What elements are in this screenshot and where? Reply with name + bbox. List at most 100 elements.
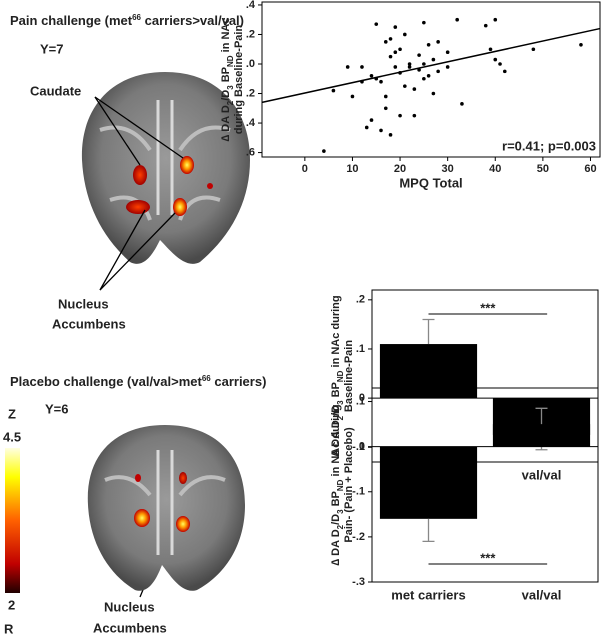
point bbox=[403, 84, 407, 88]
x-tick-label: 30 bbox=[442, 163, 454, 175]
title-part: carriers>val/val) bbox=[141, 13, 244, 28]
point bbox=[398, 47, 402, 52]
y-label-part: /D bbox=[330, 514, 342, 525]
y-label-line: ∆ DA D2/D3 BPND in NAc during bbox=[330, 404, 345, 565]
colorbar-max: 4.5 bbox=[3, 429, 21, 444]
point bbox=[388, 54, 393, 59]
title-part: Pain challenge (met bbox=[10, 13, 133, 28]
point bbox=[426, 74, 431, 78]
point bbox=[531, 47, 536, 52]
point bbox=[422, 20, 426, 25]
bar bbox=[492, 424, 591, 447]
plot-frame bbox=[261, 1, 601, 158]
y-tick-label: .1 bbox=[356, 343, 365, 355]
point bbox=[388, 37, 393, 41]
point bbox=[393, 65, 398, 69]
point bbox=[436, 69, 440, 74]
point bbox=[331, 88, 336, 93]
y-label-part: in NAc during bbox=[330, 404, 342, 479]
point bbox=[431, 57, 436, 62]
colorbar-label: Z bbox=[8, 406, 16, 421]
point bbox=[345, 65, 350, 69]
point bbox=[369, 118, 374, 122]
colorbar-min: 2 bbox=[8, 597, 15, 612]
point bbox=[369, 74, 374, 78]
slice-label: Y=7 bbox=[40, 41, 64, 56]
point bbox=[322, 149, 326, 153]
error-bar bbox=[422, 318, 435, 345]
y-tick-label: .2 bbox=[246, 28, 255, 40]
y-tick-label: -.3 bbox=[352, 576, 365, 588]
x-tick-label: 10 bbox=[346, 163, 358, 175]
y-label-line: during Baseline-Pain bbox=[233, 25, 245, 135]
y-tick-label: .4 bbox=[246, 117, 256, 129]
y-label-part: BP bbox=[330, 382, 342, 400]
point bbox=[407, 65, 412, 69]
point bbox=[412, 113, 417, 118]
point bbox=[383, 94, 388, 99]
point bbox=[445, 65, 450, 69]
point bbox=[493, 17, 498, 22]
y-label-part: 2 bbox=[336, 415, 345, 420]
x-tick-label: met carriers bbox=[391, 587, 465, 602]
x-tick-label: 40 bbox=[489, 163, 501, 175]
error-bar bbox=[422, 518, 435, 543]
annotation: *** bbox=[480, 300, 496, 315]
bar bbox=[379, 446, 478, 519]
y-tick-label: .6 bbox=[246, 146, 255, 158]
x-tick-label: 50 bbox=[537, 163, 549, 175]
y-label-part: in NAc during bbox=[330, 295, 342, 370]
point bbox=[445, 50, 450, 54]
point bbox=[383, 106, 388, 111]
point bbox=[455, 17, 459, 22]
point bbox=[360, 65, 364, 69]
y-tick-label: .4 bbox=[246, 0, 256, 11]
point bbox=[426, 43, 431, 47]
point bbox=[350, 94, 355, 99]
point bbox=[493, 57, 498, 62]
point bbox=[407, 62, 412, 66]
point bbox=[393, 50, 398, 54]
title-part: 66 bbox=[202, 374, 211, 383]
y-label-part: BP bbox=[220, 67, 232, 85]
y-label-line: ∆ DA D2/D3 BPND in NAc bbox=[220, 18, 235, 142]
point bbox=[379, 128, 383, 133]
y-label-line: Pain- (Pain + Placebo) bbox=[343, 427, 355, 543]
point bbox=[483, 23, 488, 28]
plot-frame bbox=[371, 387, 599, 583]
point bbox=[431, 91, 436, 96]
y-tick-label: .2 bbox=[356, 294, 365, 306]
point bbox=[417, 53, 421, 57]
y-tick-label: 0 bbox=[359, 392, 365, 404]
title-part: 66 bbox=[132, 13, 141, 22]
plot-frame bbox=[371, 289, 599, 463]
y-label-part: ND bbox=[336, 370, 345, 382]
slice-label: Y=6 bbox=[45, 401, 69, 416]
annotation: r=0.41; p=0.003 bbox=[502, 138, 596, 153]
error-bar bbox=[535, 407, 548, 425]
y-label-line: Baseline-Pain bbox=[343, 340, 355, 412]
x-tick-label: 60 bbox=[584, 163, 596, 175]
y-tick-label: -.2 bbox=[352, 531, 365, 543]
y-tick-label: -.1 bbox=[352, 486, 365, 498]
colorbar bbox=[5, 448, 20, 593]
y-label-part: 3 bbox=[336, 400, 345, 405]
y-tick-label: -.1 bbox=[352, 441, 365, 453]
point bbox=[498, 62, 502, 66]
point bbox=[436, 40, 440, 44]
region-label: Nucleus bbox=[104, 599, 155, 614]
y-label-line: ∆ DA D2/D3 BPND in NAc during bbox=[330, 295, 345, 456]
y-label: ∆ DA D2/D3 BPND in NAc during Pain- (Pain… bbox=[330, 404, 355, 565]
y-label-part: 2 bbox=[226, 100, 235, 105]
point bbox=[364, 125, 369, 130]
point bbox=[374, 22, 379, 26]
panel-title: Pain challenge (met66 carriers>val/val) bbox=[10, 13, 244, 29]
panel-title: Placebo challenge (val/val>met66 carrier… bbox=[10, 374, 266, 390]
region-label: Accumbens bbox=[52, 316, 126, 331]
region-label: Accumbens bbox=[93, 620, 167, 635]
trend-line bbox=[261, 27, 601, 104]
brain-slice bbox=[81, 72, 250, 264]
bar bbox=[379, 344, 478, 399]
y-label-part: 3 bbox=[336, 509, 345, 514]
point bbox=[460, 102, 464, 106]
